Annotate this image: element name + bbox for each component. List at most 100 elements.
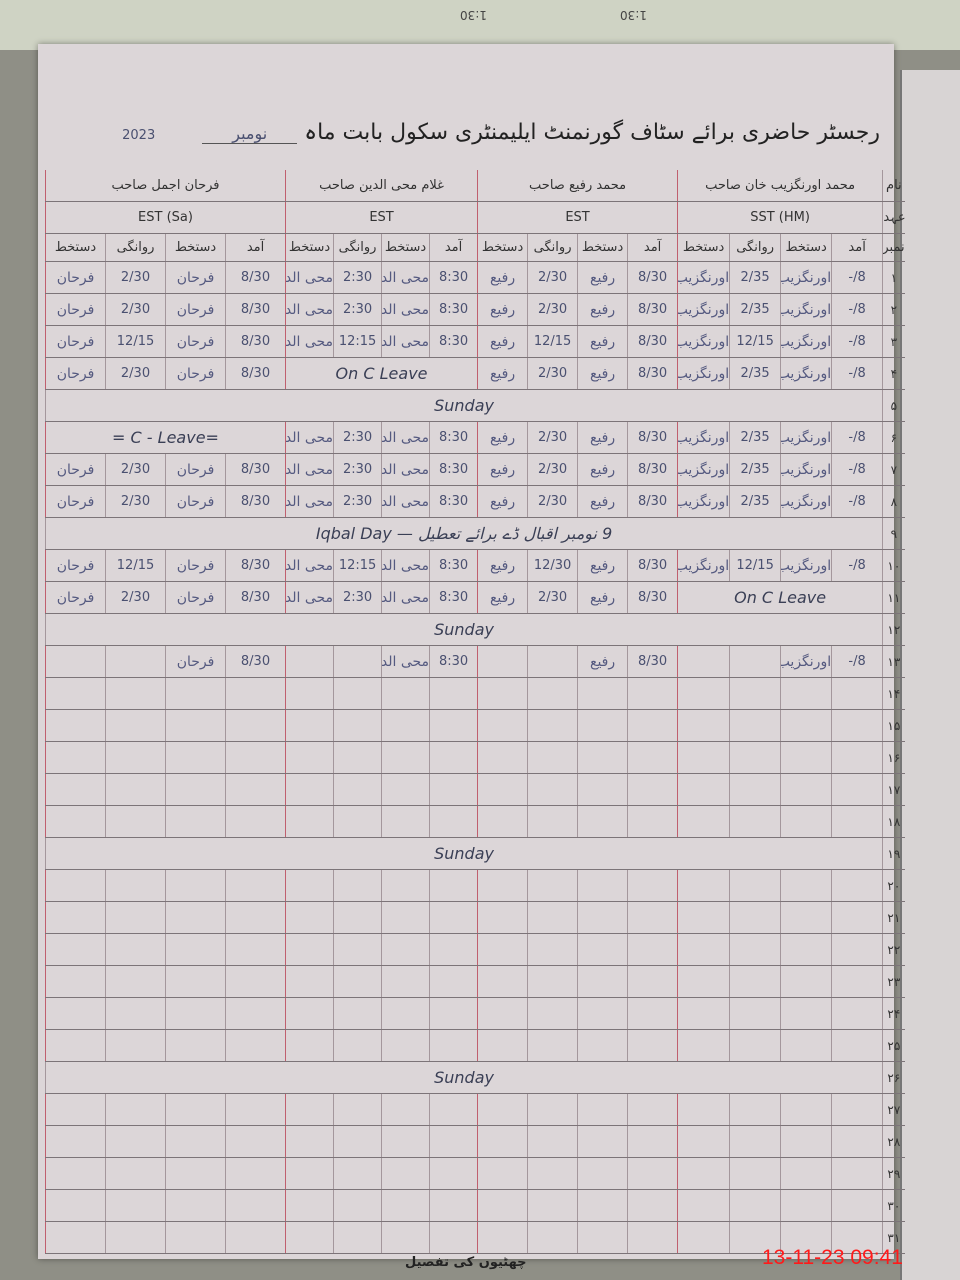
column-header: دستخط (44, 233, 106, 262)
empty-cell (225, 1221, 286, 1254)
empty-cell (527, 965, 578, 998)
departure-time: 2/35 (729, 261, 781, 294)
departure-signature: رفیع (477, 261, 528, 294)
empty-cell (429, 1221, 478, 1254)
empty-cell (677, 677, 730, 710)
staff-name: محمد رفیع صاحب (477, 170, 678, 202)
departure-signature: اورنگزیب (677, 325, 730, 358)
table-row: ۳ 8/- اورنگزیب 12/15 اورنگزیب 8/30 رفیع 12/15 رف… (44, 325, 905, 358)
empty-cell (105, 869, 166, 902)
column-header: دستخط (677, 233, 730, 262)
departure-time: 2/30 (105, 485, 166, 518)
empty-cell (165, 965, 226, 998)
table-row: ۱۶ (44, 741, 905, 774)
empty-cell (831, 997, 883, 1030)
empty-cell (381, 741, 430, 774)
arrival-time: 8:30 (429, 293, 478, 326)
empty-cell (627, 1189, 678, 1222)
empty-cell (225, 901, 286, 934)
empty-cell (381, 1125, 430, 1158)
arrival-time: 8/30 (627, 261, 678, 294)
departure-time: 12/15 (527, 325, 578, 358)
empty-cell (831, 1125, 883, 1158)
table-row: ۲۲ (44, 933, 905, 966)
departure-time: 2/35 (729, 293, 781, 326)
serial-number: ۹ (882, 517, 905, 550)
arrival-time: 8/30 (627, 485, 678, 518)
departure-time: 2/30 (105, 261, 166, 294)
arrival-time: 8/30 (225, 293, 286, 326)
departure-time: 2:30 (333, 421, 382, 454)
empty-cell (477, 901, 528, 934)
empty-cell (381, 869, 430, 902)
staff-name: فرحان اجمل صاحب (44, 170, 286, 202)
departure-signature: رفیع (477, 357, 528, 390)
column-header: دستخط (285, 233, 334, 262)
empty-cell (527, 677, 578, 710)
empty-cell (44, 901, 106, 934)
empty-cell (105, 901, 166, 934)
departure-signature: محی الدین (285, 325, 334, 358)
empty-cell (333, 709, 382, 742)
empty-cell (831, 805, 883, 838)
leave-note: =C - Leave = (44, 421, 286, 454)
column-header: روانگی (333, 233, 382, 262)
empty-cell (44, 1189, 106, 1222)
empty-cell (44, 1029, 106, 1062)
empty-cell (225, 1157, 286, 1190)
empty-cell (429, 901, 478, 934)
arrival-time: 8:30 (429, 549, 478, 582)
empty-cell (627, 773, 678, 806)
empty-cell (381, 1189, 430, 1222)
empty-cell (577, 1125, 628, 1158)
arrival-time: 8/30 (627, 293, 678, 326)
empty-cell (165, 1093, 226, 1126)
arrival-signature: اورنگزیب (780, 485, 832, 518)
departure-signature (677, 645, 730, 678)
designation-label: عہدہ (882, 201, 905, 234)
empty-cell (105, 1093, 166, 1126)
empty-cell (477, 997, 528, 1030)
column-header: دستخط (381, 233, 430, 262)
empty-cell (527, 741, 578, 774)
empty-cell (527, 1157, 578, 1190)
empty-cell (477, 1189, 528, 1222)
empty-cell (627, 741, 678, 774)
arrival-signature: اورنگزیب (780, 293, 832, 326)
arrival-signature: رفیع (577, 581, 628, 614)
column-header: روانگی (527, 233, 578, 262)
serial-number: ۱۶ (882, 741, 905, 774)
departure-signature: رفیع (477, 325, 528, 358)
empty-cell (477, 933, 528, 966)
departure-signature: محی الدین (285, 453, 334, 486)
empty-cell (381, 965, 430, 998)
empty-cell (44, 933, 106, 966)
empty-cell (477, 1093, 528, 1126)
serial-number: ۱ (882, 261, 905, 294)
departure-time: 2/30 (527, 581, 578, 614)
serial-number: ۲۵ (882, 1029, 905, 1062)
arrival-signature: فرحان (165, 549, 226, 582)
empty-cell (105, 965, 166, 998)
empty-cell (831, 1157, 883, 1190)
row-note: 9 نومبر اقبال ڈے برائے تعطیل — Iqbal Day (44, 517, 883, 550)
register-title: رجسٹر حاضری برائے سٹاف گورنمنٹ ایلیمنٹری… (70, 120, 880, 145)
table-row: ۲۰ (44, 869, 905, 902)
column-header: آمد (627, 233, 678, 262)
departure-time: 2/35 (729, 357, 781, 390)
empty-cell (729, 965, 781, 998)
empty-cell (780, 965, 832, 998)
empty-cell (729, 901, 781, 934)
departure-signature: اورنگزیب (677, 293, 730, 326)
empty-cell (780, 1029, 832, 1062)
empty-cell (333, 741, 382, 774)
empty-cell (527, 1093, 578, 1126)
empty-cell (333, 869, 382, 902)
departure-time: 2:30 (333, 293, 382, 326)
departure-time: 2/30 (527, 261, 578, 294)
arrival-time: 8/- (831, 485, 883, 518)
empty-cell (780, 805, 832, 838)
serial-number: ۴ (882, 357, 905, 390)
empty-cell (627, 1221, 678, 1254)
